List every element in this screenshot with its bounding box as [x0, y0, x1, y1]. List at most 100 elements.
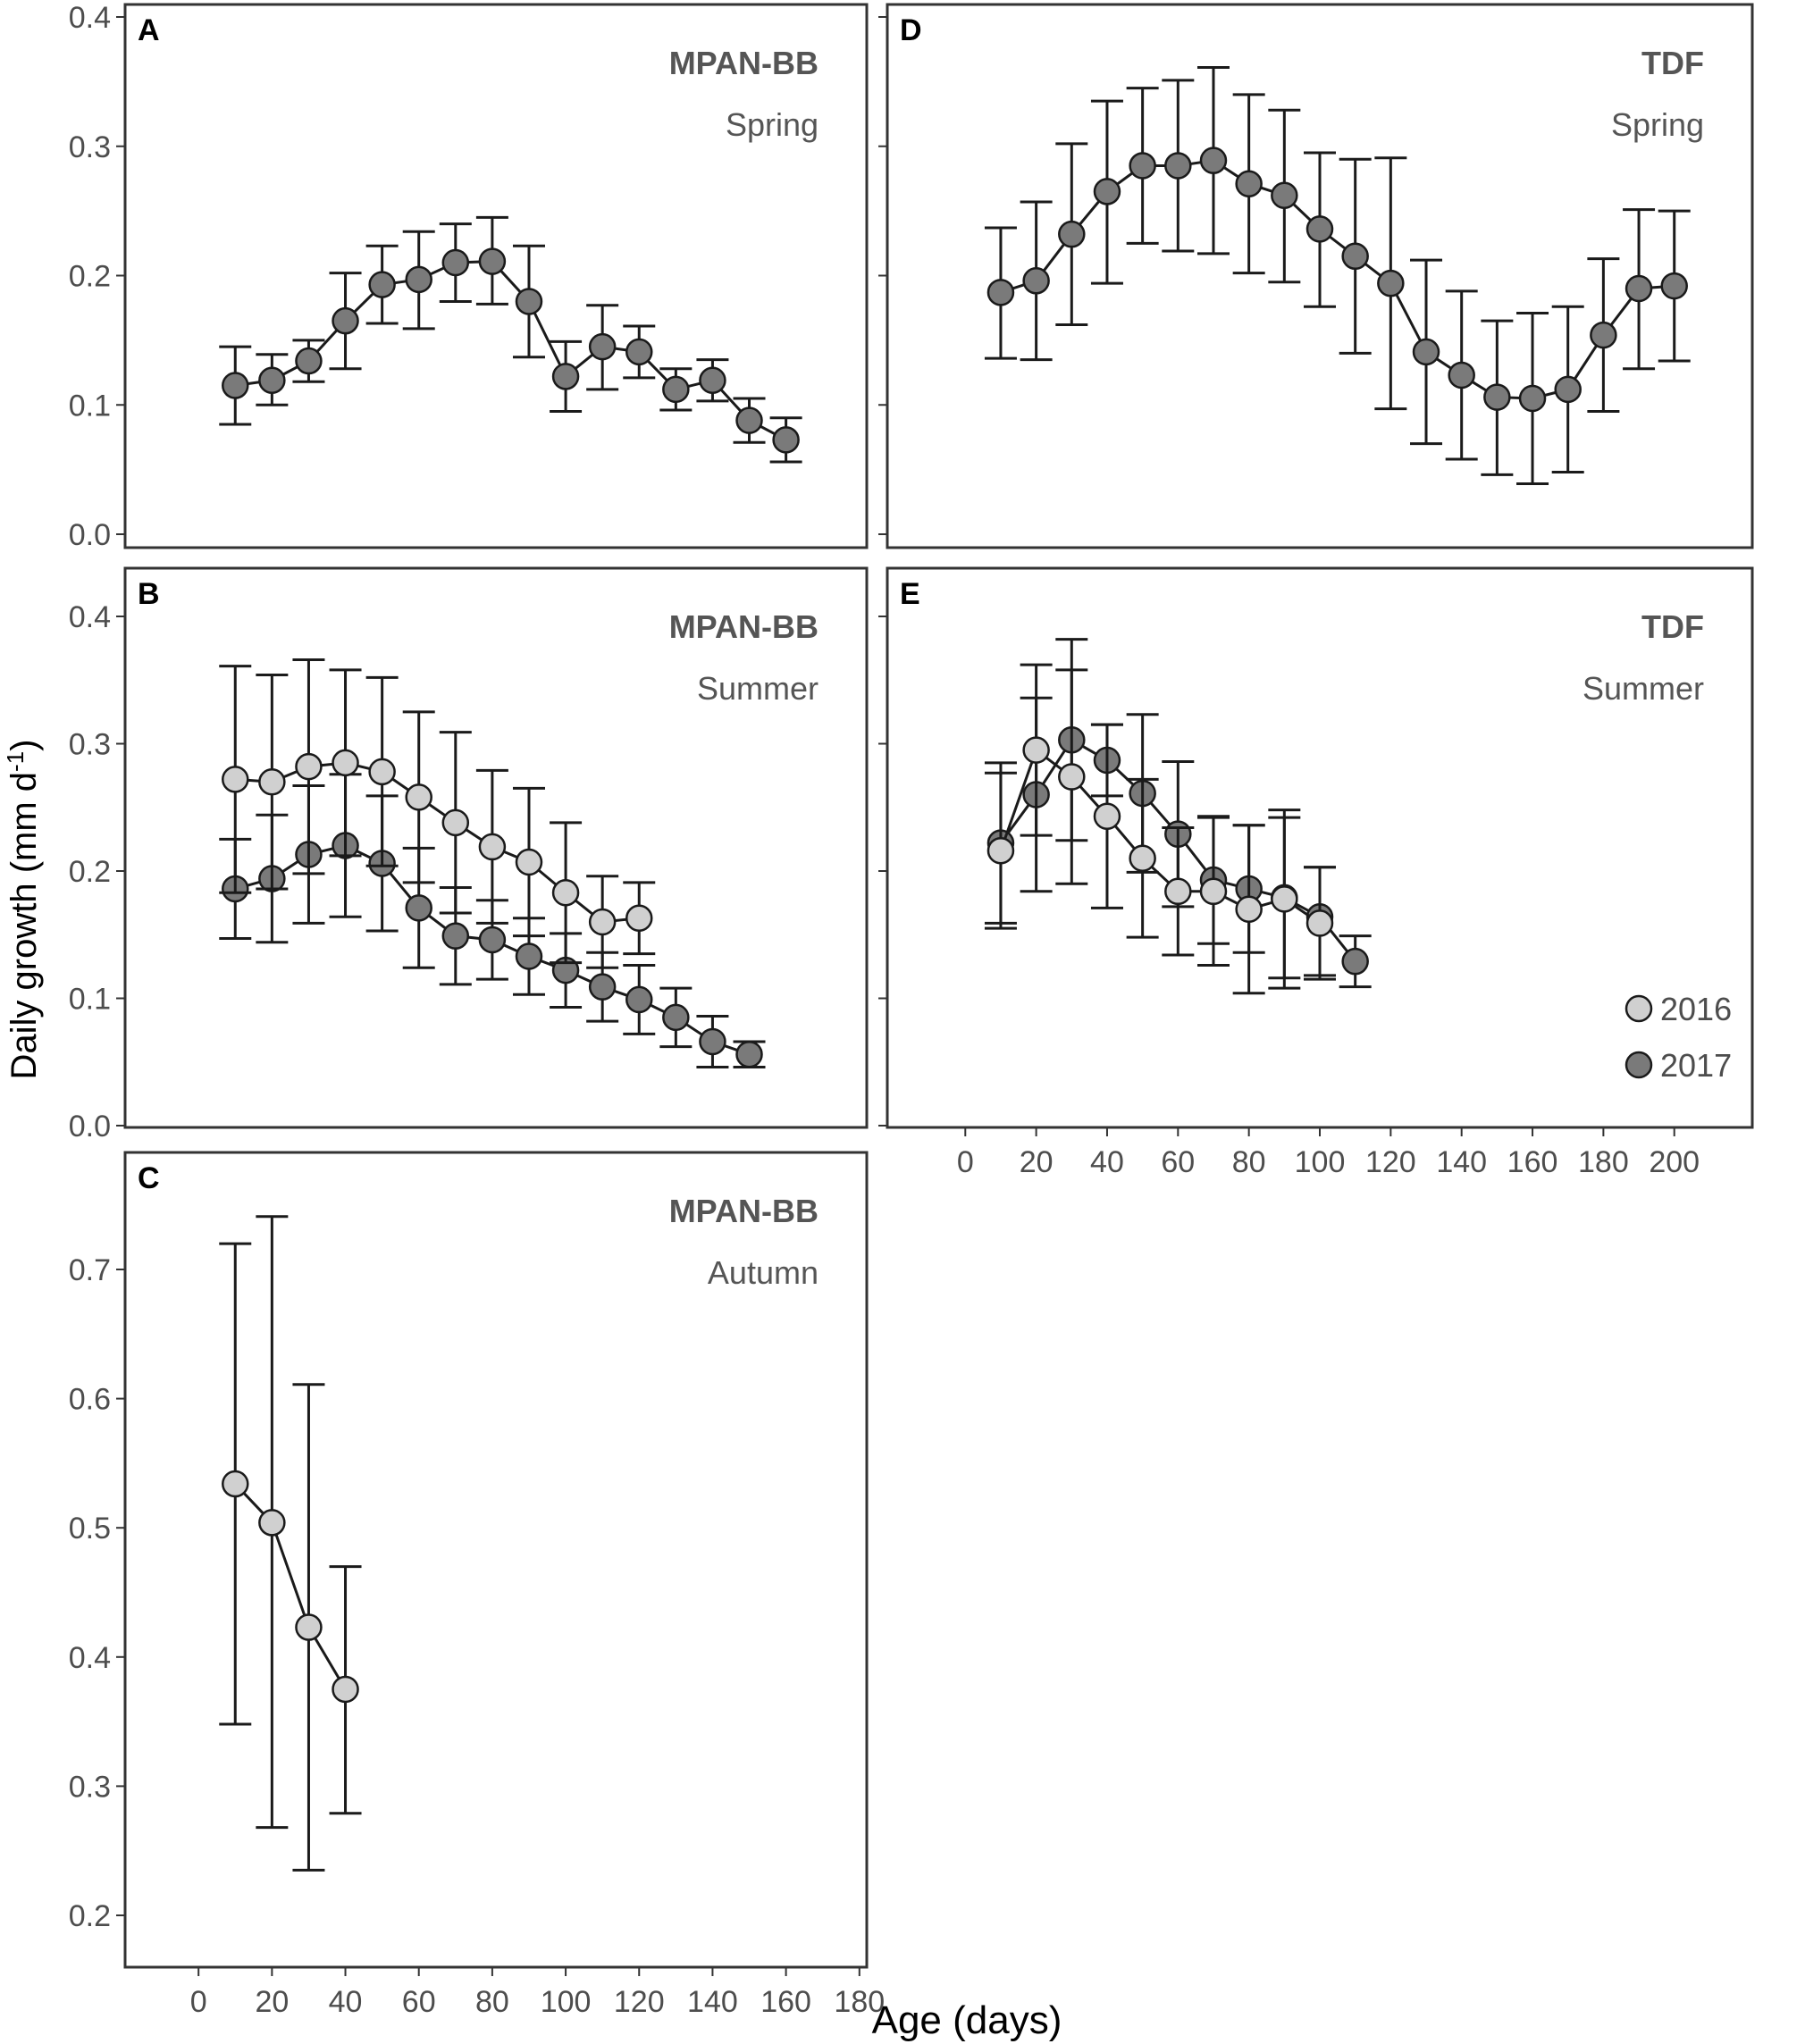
- data-point: [735, 1040, 763, 1068]
- panel-site-label: TDF: [1641, 45, 1704, 81]
- x-tick-label: 180: [834, 1985, 885, 2019]
- data-point: [1554, 375, 1582, 404]
- y-tick-label: 0.2: [69, 260, 111, 294]
- y-tick-label: 0.7: [69, 1253, 111, 1287]
- data-point: [222, 766, 249, 793]
- data-point: [1341, 242, 1369, 271]
- data-point: [441, 248, 470, 277]
- data-point: [478, 926, 507, 954]
- y-tick-label: 0.4: [69, 600, 111, 634]
- data-point: [478, 833, 507, 861]
- panel-site-label: MPAN-BB: [669, 608, 819, 645]
- y-tick-label: 0.3: [69, 130, 111, 164]
- x-tick-label: 0: [957, 1145, 974, 1179]
- y-axis-label: Daily growth (mm d-1): [2, 740, 44, 1080]
- data-point: [478, 247, 507, 275]
- data-point: [1164, 152, 1192, 180]
- panel-frame: [886, 566, 1754, 1129]
- legend-marker-2016: [1624, 994, 1653, 1023]
- data-point: [588, 973, 617, 1001]
- data-point: [1235, 170, 1263, 197]
- data-point: [1271, 885, 1298, 913]
- panel-C: 0.2 0.3 0.4 0.5 0.6 0.7 0 20 40 60 80 100 120 140 160 1…: [69, 1151, 885, 2019]
- panel-season-label: Autumn: [708, 1254, 819, 1291]
- data-point: [332, 306, 359, 335]
- data-point: [986, 836, 1015, 865]
- data-point: [295, 347, 323, 375]
- data-point: [515, 848, 543, 876]
- panel-frame: [123, 3, 869, 549]
- data-point: [515, 288, 543, 315]
- data-point: [1058, 763, 1086, 791]
- y-tick-label: 0.4: [69, 1, 111, 35]
- x-tick-label: 60: [1161, 1145, 1195, 1179]
- data-point: [1518, 384, 1547, 413]
- data-point: [405, 894, 432, 922]
- data-point: [1129, 152, 1156, 180]
- y-tick-label: 0.5: [69, 1512, 111, 1546]
- y-tick-label: 0.2: [69, 855, 111, 889]
- panel-letter: E: [900, 577, 920, 611]
- panel-D: D TDF Spring: [878, 3, 1754, 549]
- x-tick-label: 160: [1507, 1145, 1558, 1179]
- data-point: [295, 1613, 323, 1641]
- series-2017: [219, 215, 802, 464]
- panel-B: 0.0 0.1 0.2 0.3 0.4 B MPAN-BB Summer: [69, 566, 869, 1143]
- x-tick-label: 160: [760, 1985, 811, 2019]
- data-point: [1412, 338, 1440, 366]
- x-tick-label: 20: [255, 1985, 289, 2019]
- x-tick-label: 180: [1578, 1145, 1629, 1179]
- x-tick-label: 120: [1365, 1145, 1416, 1179]
- series-line: [234, 1483, 347, 1690]
- data-point: [662, 1003, 690, 1032]
- legend-label-2016: 2016: [1660, 991, 1732, 1027]
- panel-letter: B: [138, 577, 160, 611]
- data-point: [625, 338, 653, 366]
- series-line: [999, 748, 1321, 925]
- y-tick-label: 0.0: [69, 518, 111, 552]
- data-point: [222, 372, 249, 399]
- data-point: [405, 783, 432, 811]
- data-point: [1093, 802, 1121, 830]
- data-point: [1483, 383, 1511, 411]
- data-point: [699, 1027, 726, 1056]
- series-2017: [984, 65, 1691, 486]
- y-tick-label: 0.6: [69, 1383, 111, 1417]
- panel-season-label: Spring: [726, 106, 819, 143]
- data-point: [1660, 272, 1688, 300]
- data-point: [1624, 274, 1653, 303]
- data-point: [1164, 877, 1192, 906]
- series-2016: [984, 663, 1336, 995]
- panel-letter: D: [900, 13, 922, 47]
- data-point: [332, 749, 359, 777]
- x-tick-label: 120: [614, 1985, 665, 2019]
- data-point: [295, 752, 323, 781]
- y-tick-label: 0.1: [69, 983, 111, 1017]
- panel-site-label: TDF: [1641, 608, 1704, 645]
- x-tick-label: 40: [329, 1985, 363, 2019]
- panel-season-label: Summer: [697, 670, 819, 707]
- panel-frame: [123, 566, 869, 1129]
- legend-marker-2017: [1624, 1051, 1653, 1079]
- panel-site-label: MPAN-BB: [669, 45, 819, 81]
- x-tick-label: 0: [190, 1985, 207, 2019]
- data-point: [405, 265, 432, 294]
- data-point: [625, 904, 653, 932]
- data-point: [1093, 178, 1121, 205]
- legend-label-2017: 2017: [1660, 1047, 1732, 1084]
- legend: 2016 2017: [1624, 991, 1732, 1084]
- data-point: [735, 406, 763, 434]
- data-point: [986, 279, 1015, 306]
- data-point: [368, 271, 396, 298]
- data-point: [222, 1470, 249, 1498]
- panel-season-label: Summer: [1583, 670, 1704, 707]
- x-tick-label: 100: [541, 1985, 592, 2019]
- panel-frame: [123, 1151, 869, 1969]
- series-line: [235, 260, 787, 441]
- y-tick-label: 0.3: [69, 1770, 111, 1804]
- data-point: [1199, 877, 1228, 906]
- panel-A: 0.0 0.1 0.2 0.3 0.4 A MPAN-BB Spring: [69, 1, 869, 552]
- y-tick-label: 0.1: [69, 389, 111, 423]
- x-tick-label: 40: [1090, 1145, 1124, 1179]
- data-point: [588, 332, 617, 361]
